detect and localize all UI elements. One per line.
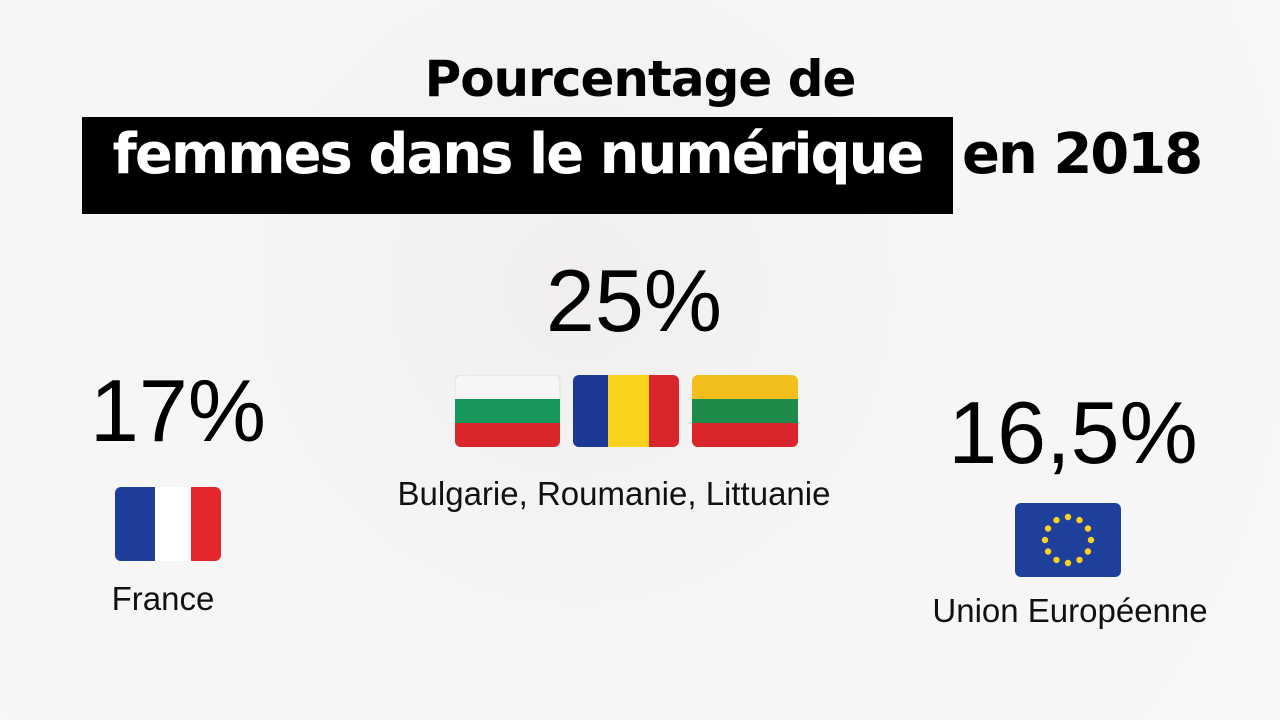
- stat-label: Union Européenne: [932, 592, 1208, 629]
- stat-value: 17%: [89, 361, 267, 460]
- eu-star: [1053, 516, 1060, 524]
- eu-star: [1084, 548, 1092, 555]
- eu-star: [1084, 525, 1092, 532]
- flag-france: [115, 487, 221, 561]
- stat-label: Bulgarie, Roumanie, Littuanie: [397, 475, 831, 512]
- title-highlight: femmes dans le numérique: [112, 122, 925, 187]
- stat-label: France: [111, 580, 215, 617]
- flag-eu: [1015, 503, 1121, 577]
- eu-star: [1087, 536, 1095, 544]
- title-line: Pourcentage de: [424, 50, 857, 108]
- eu-star: [1053, 556, 1060, 564]
- eu-star: [1044, 548, 1052, 555]
- title-rest: en 2018: [962, 122, 1203, 187]
- eu-star: [1076, 556, 1083, 564]
- highlight-box: [82, 117, 953, 214]
- eu-star: [1064, 559, 1072, 567]
- eu-star: [1076, 516, 1083, 524]
- eu-star: [1041, 536, 1049, 544]
- eu-star: [1044, 525, 1052, 532]
- stat-value: 16,5%: [948, 383, 1198, 482]
- stat-value: 25%: [545, 251, 723, 350]
- flags-group: [455, 375, 798, 447]
- eu-star: [1064, 513, 1072, 521]
